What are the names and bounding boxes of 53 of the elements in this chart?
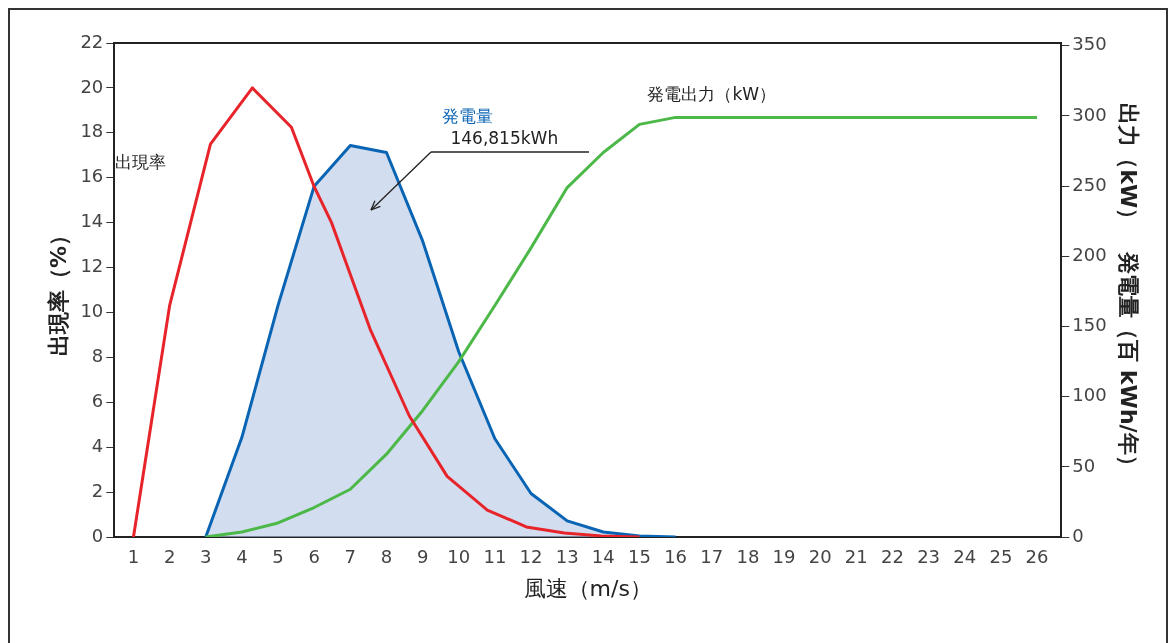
y2-tick-label: 200 <box>1072 243 1107 265</box>
x-tick-label: 4 <box>236 546 248 568</box>
x-tick-label: 25 <box>989 546 1013 568</box>
x-tick-label: 17 <box>700 546 724 568</box>
y-tick-label: 0 <box>91 524 104 546</box>
y2-tick-label: 350 <box>1072 33 1107 55</box>
y-tick-label: 12 <box>80 255 104 277</box>
x-tick-label: 9 <box>416 546 429 568</box>
y-tick-label: 4 <box>91 434 104 456</box>
y-tick-label: 18 <box>80 120 104 142</box>
x-tick-label: 23 <box>917 546 941 568</box>
y2-tick-label: 300 <box>1072 103 1107 125</box>
x-tick-label: 14 <box>591 546 615 568</box>
y-tick-label: 14 <box>80 210 104 232</box>
y-axis-title: 出現率（%） <box>45 223 71 357</box>
series-label: 発電出力（kW） <box>647 83 777 104</box>
x-axis-title: 風速（m/s） <box>523 575 652 601</box>
y-tick-label: 2 <box>91 479 104 501</box>
text: 出現率 <box>114 152 166 173</box>
y2-tick-label: 100 <box>1072 384 1107 406</box>
x-tick-label: 26 <box>1025 546 1049 568</box>
x-tick-label: 13 <box>555 546 579 568</box>
x-tick-label: 18 <box>736 546 760 568</box>
y-tick-label: 22 <box>80 30 104 52</box>
x-tick-label: 10 <box>447 546 471 568</box>
x-tick-label: 7 <box>344 546 357 568</box>
x-tick-label: 21 <box>844 546 868 568</box>
x-tick-label: 6 <box>308 546 320 568</box>
x-tick-label: 16 <box>664 546 688 568</box>
y-tick-label: 8 <box>91 345 104 367</box>
y-tick-label: 10 <box>80 300 104 322</box>
x-tick-label: 20 <box>808 546 832 568</box>
x-tick-label: 24 <box>953 546 977 568</box>
text: 発電量 <box>441 105 493 126</box>
y-tick-label: 16 <box>80 165 104 187</box>
x-tick-label: 5 <box>272 546 284 568</box>
y-tick-label: 20 <box>80 75 104 97</box>
x-tick-label: 11 <box>483 546 507 568</box>
annotation: 146,815kWh <box>450 127 559 148</box>
x-tick-label: 19 <box>772 546 796 568</box>
y2-axis-title: 出力（kW） 発電量（百 kWh/年） <box>1116 103 1142 477</box>
x-tick-label: 8 <box>380 546 393 568</box>
y2-tick-label: 250 <box>1072 173 1107 195</box>
x-tick-label: 15 <box>628 546 651 568</box>
x-tick-label: 22 <box>881 546 904 568</box>
x-tick-label: 3 <box>200 546 212 568</box>
x-tick-label: 12 <box>519 546 543 568</box>
y-tick-label: 6 <box>91 389 104 411</box>
x-tick-label: 1 <box>127 546 140 568</box>
y2-tick-label: 150 <box>1072 314 1107 336</box>
y2-tick-label: 50 <box>1072 454 1096 476</box>
y2-tick-label: 0 <box>1072 524 1084 546</box>
x-tick-label: 2 <box>163 546 176 568</box>
